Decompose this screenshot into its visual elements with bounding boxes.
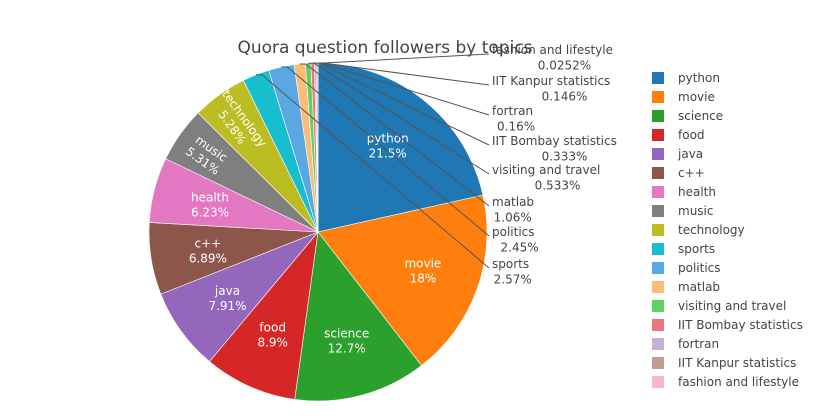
slice-label-iit-bombay-statistics: IIT Bombay statistics 0.333% — [492, 134, 617, 164]
legend-swatch — [652, 167, 664, 179]
legend-item-python[interactable]: python — [652, 71, 720, 85]
legend-label: music — [678, 204, 713, 218]
legend-label: visiting and travel — [678, 299, 786, 313]
legend-label: python — [678, 71, 720, 85]
legend-label: IIT Bombay statistics — [678, 318, 803, 332]
slice-label-politics: politics 2.45% — [492, 225, 539, 255]
legend-swatch — [652, 72, 664, 84]
legend-label: movie — [678, 90, 715, 104]
legend-label: science — [678, 109, 723, 123]
leader-line-matlab — [299, 63, 490, 207]
legend-swatch — [652, 186, 664, 198]
leader-line-fashion-and-lifestyle — [317, 53, 490, 64]
slice-label-visiting-and-travel: visiting and travel 0.533% — [492, 163, 600, 193]
legend-item-c[interactable]: c++ — [652, 166, 705, 180]
legend-label: food — [678, 128, 705, 142]
slice-label-fashion-and-lifestyle: fashion and lifestyle 0.0252% — [492, 43, 613, 73]
slice-label-c: c++ 6.89% — [189, 236, 227, 265]
pie-slice-movie[interactable] — [317, 194, 488, 366]
legend-item-politics[interactable]: politics — [652, 261, 721, 275]
legend-swatch — [652, 110, 664, 122]
legend-label: java — [677, 147, 703, 161]
legend-item-fashion-and-lifestyle[interactable]: fashion and lifestyle — [652, 375, 799, 389]
legend-swatch — [652, 129, 664, 141]
slice-label-health: health 6.23% — [191, 191, 229, 220]
legend-swatch — [652, 281, 664, 293]
legend-item-health[interactable]: health — [652, 185, 716, 199]
legend-label: fashion and lifestyle — [678, 375, 799, 389]
pie-slice-science[interactable] — [294, 231, 422, 402]
legend-swatch — [652, 148, 664, 160]
legend-item-matlab[interactable]: matlab — [652, 280, 720, 294]
legend-swatch — [652, 262, 664, 274]
leader-line-politics — [281, 66, 490, 237]
slice-label-java: java 7.91% — [208, 284, 246, 313]
legend-item-food[interactable]: food — [652, 128, 705, 142]
legend-item-iit-bombay-statistics[interactable]: IIT Bombay statistics — [652, 318, 803, 332]
legend-swatch — [652, 319, 664, 331]
legend-item-technology[interactable]: technology — [652, 223, 745, 237]
chart-title: Quora question followers by topics — [237, 38, 532, 58]
legend-label: IIT Kanpur statistics — [678, 356, 796, 370]
legend-item-sports[interactable]: sports — [652, 242, 715, 256]
legend-label: health — [678, 185, 716, 199]
legend-item-fortran[interactable]: fortran — [652, 337, 719, 351]
legend-item-visiting-and-travel[interactable]: visiting and travel — [652, 299, 786, 313]
slice-label-fortran: fortran 0.16% — [492, 104, 535, 134]
legend-swatch — [652, 300, 664, 312]
legend-swatch — [652, 91, 664, 103]
legend-swatch — [652, 205, 664, 217]
legend-label: fortran — [678, 337, 719, 351]
slice-label-food: food 8.9% — [257, 321, 288, 350]
slice-labels: python 21.5% movie 18% science 12.7% food 8.9% j… — [183, 43, 617, 355]
slice-label-movie: movie 18% — [404, 256, 441, 285]
slice-label-python: python 21.5% — [367, 132, 409, 161]
pie-slices — [148, 62, 488, 402]
legend-item-science[interactable]: science — [652, 109, 723, 123]
legend-item-music[interactable]: music — [652, 204, 713, 218]
legend-swatch — [652, 376, 664, 388]
legend-label: sports — [678, 242, 715, 256]
legend-label: c++ — [678, 166, 705, 180]
legend[interactable]: python movie science food java c++ health music… — [652, 71, 803, 389]
slice-label-matlab: matlab 1.06% — [492, 195, 534, 225]
pie-slice-food[interactable] — [209, 231, 319, 400]
legend-item-iit-kanpur-statistics[interactable]: IIT Kanpur statistics — [652, 356, 796, 370]
slice-label-sports: sports 2.57% — [492, 257, 532, 287]
leader-line-sports — [255, 74, 490, 269]
legend-swatch — [652, 224, 664, 236]
legend-label: matlab — [678, 280, 720, 294]
legend-item-java[interactable]: java — [652, 147, 703, 161]
slice-label-iit-kanpur-statistics: IIT Kanpur statistics 0.146% — [492, 74, 610, 104]
legend-swatch — [652, 357, 664, 369]
legend-label: politics — [678, 261, 721, 275]
legend-label: technology — [678, 223, 745, 237]
legend-item-movie[interactable]: movie — [652, 90, 715, 104]
slice-label-science: science 12.7% — [324, 326, 369, 355]
legend-swatch — [652, 243, 664, 255]
legend-swatch — [652, 338, 664, 350]
